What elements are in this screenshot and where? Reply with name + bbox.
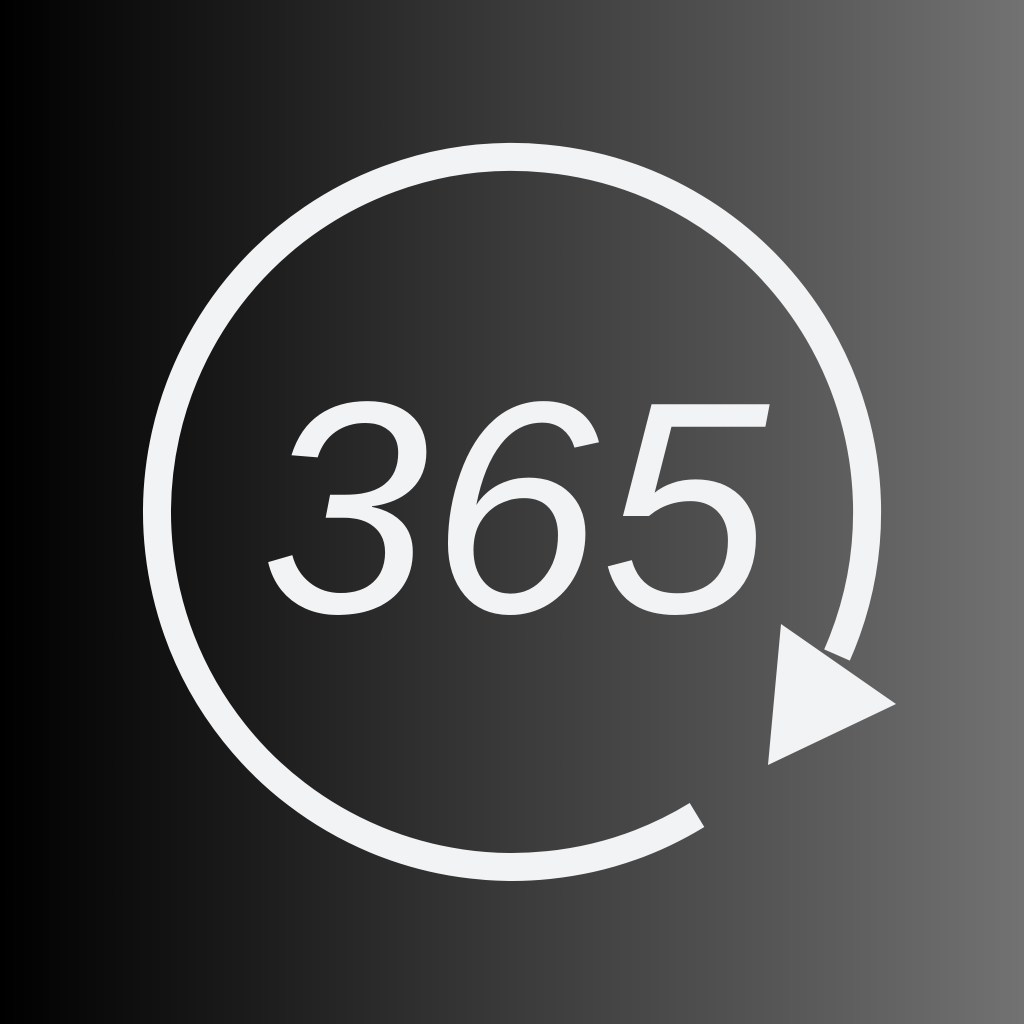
arrow-head (768, 624, 896, 765)
ring-arc (143, 142, 882, 881)
count-label: 365 (261, 339, 771, 676)
